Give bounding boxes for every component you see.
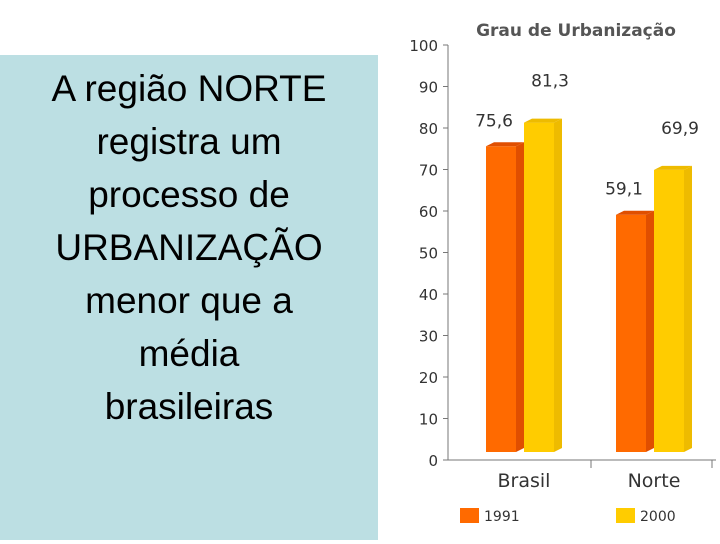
y-tick-label: 70 — [419, 162, 438, 180]
y-tick-label: 60 — [419, 203, 438, 221]
headline-line-2: registra um — [96, 121, 282, 162]
data-label: 69,9 — [661, 119, 699, 139]
y-tick-label: 10 — [419, 411, 438, 429]
legend-swatch — [460, 508, 479, 523]
y-tick-label: 30 — [419, 328, 438, 346]
x-category-label: Brasil — [498, 470, 551, 492]
legend-label: 1991 — [484, 509, 520, 525]
x-category-label: Norte — [628, 470, 681, 492]
bar-top — [654, 165, 692, 170]
bar-top — [486, 142, 524, 147]
bar-front — [616, 214, 646, 452]
bar-front — [524, 122, 554, 452]
left-panel — [0, 55, 378, 540]
bar-side — [646, 210, 654, 452]
headline-line-6: média — [138, 333, 240, 374]
chart-svg: Grau de Urbanização 0 10 20 30 40 50 60 70 80 90 1… — [409, 21, 716, 525]
data-label: 81,3 — [531, 72, 569, 92]
bar-side — [516, 142, 524, 452]
bar-brasil-1991 — [486, 142, 524, 452]
y-tick-label: 80 — [419, 120, 438, 138]
headline-line-4: URBANIZAÇÃO — [55, 227, 323, 268]
headline-line-1: A região NORTE — [51, 68, 327, 109]
y-tick-label: 40 — [419, 286, 438, 304]
y-tick-label: 20 — [419, 369, 438, 387]
headline-line-7: brasileiras — [104, 386, 274, 427]
legend-label: 2000 — [640, 509, 676, 525]
y-tick-label: 90 — [419, 79, 438, 97]
bars: 75,6 81,3 59,1 69,9 — [475, 72, 699, 453]
bar-top — [616, 210, 654, 215]
y-tick-label: 0 — [428, 452, 438, 470]
y-tick-label: 50 — [419, 245, 438, 263]
headline-text: A região NORTE registra um processo de U… — [0, 62, 378, 433]
chart-title: Grau de Urbanização — [476, 21, 676, 41]
data-label: 75,6 — [475, 111, 513, 131]
y-tick-label: 100 — [409, 37, 438, 55]
headline-line-3: processo de — [88, 174, 290, 215]
headline-line-5: menor que a — [85, 280, 293, 321]
data-label: 59,1 — [605, 180, 643, 200]
bar-norte-1991 — [616, 210, 654, 452]
bar-top — [524, 118, 562, 123]
legend-swatch — [616, 508, 635, 523]
urbanization-chart: Grau de Urbanização 0 10 20 30 40 50 60 70 80 90 1… — [380, 0, 720, 540]
bar-side — [684, 165, 692, 453]
bar-front — [654, 169, 684, 453]
x-axis: Brasil Norte — [448, 459, 716, 492]
bar-norte-2000 — [654, 165, 692, 453]
bar-side — [554, 118, 562, 452]
y-axis: 0 10 20 30 40 50 60 70 80 90 100 — [409, 37, 449, 470]
legend: 1991 2000 — [460, 508, 676, 525]
bar-front — [486, 146, 516, 452]
bar-brasil-2000 — [524, 118, 562, 452]
